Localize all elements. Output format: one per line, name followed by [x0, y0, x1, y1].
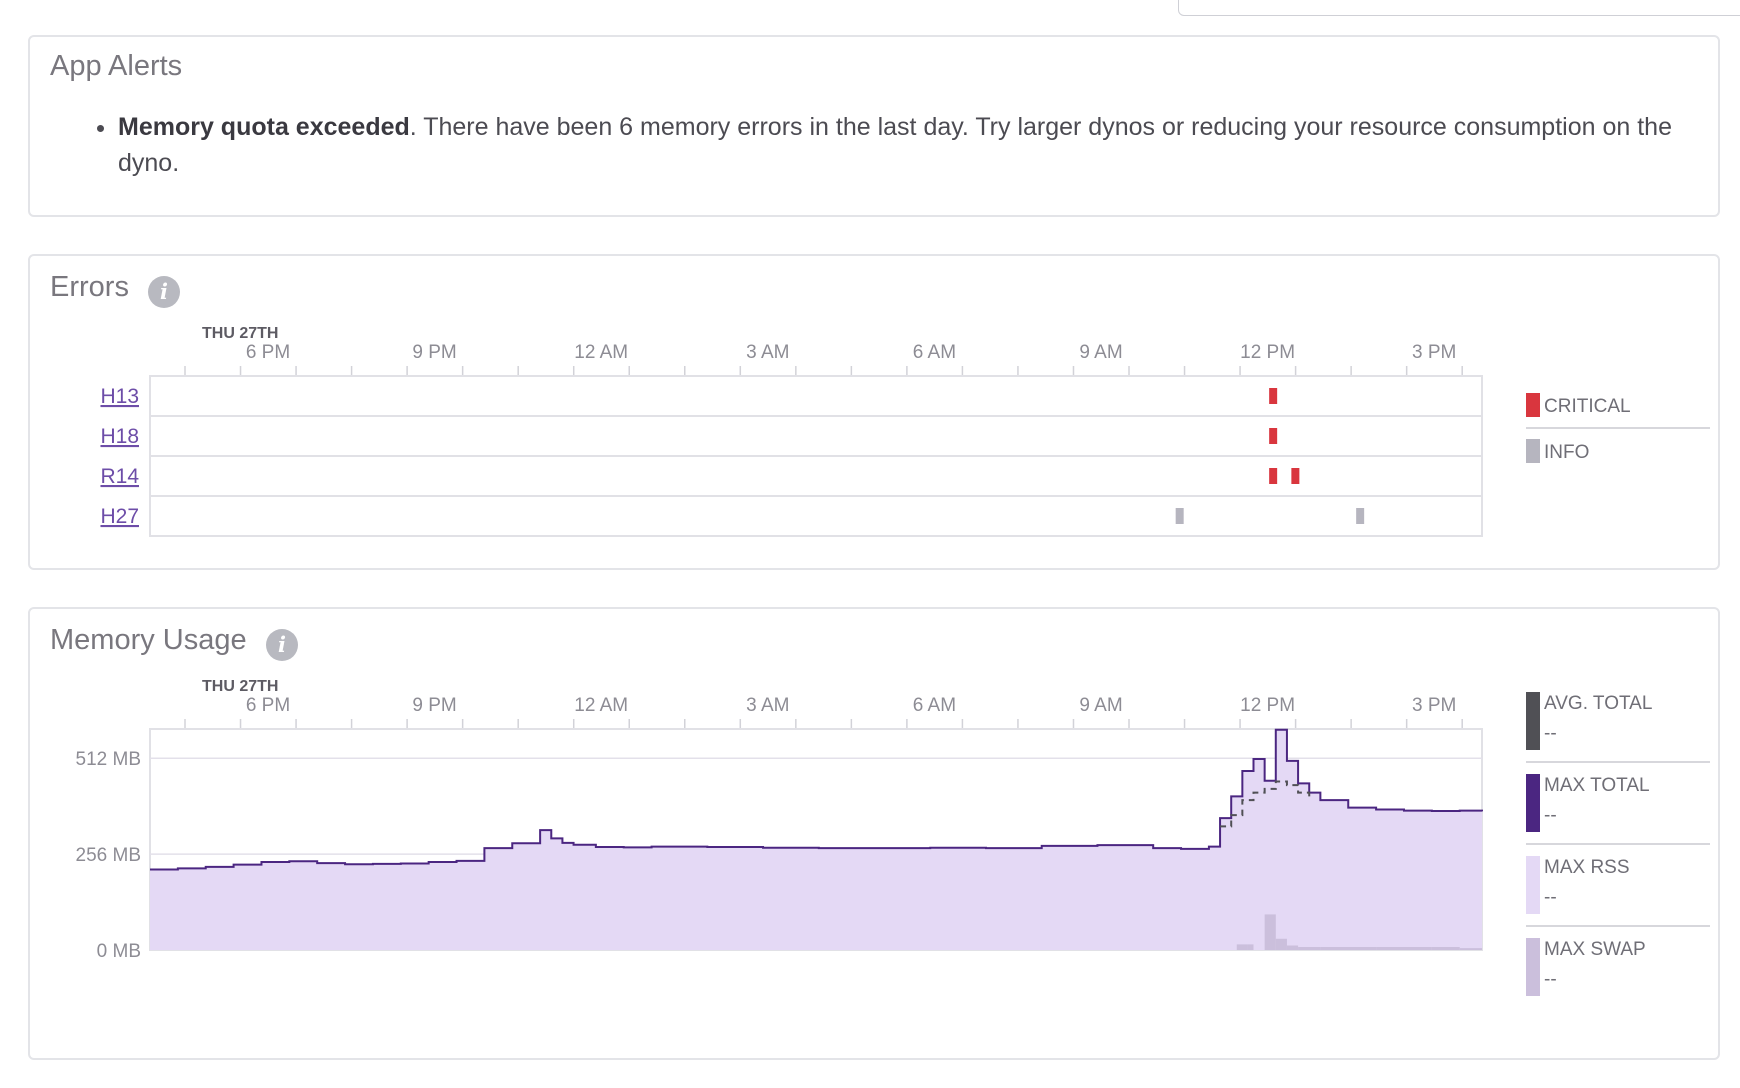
memory-line-avg-total — [1220, 780, 1311, 828]
time-tick-label: 6 PM — [246, 342, 290, 363]
memory-swap-bar — [1376, 947, 1432, 950]
app-alerts-title: App Alerts — [50, 50, 183, 82]
legend-label: AVG. TOTAL — [1544, 693, 1652, 714]
time-tick-label: 12 AM — [574, 342, 628, 363]
errors-chart: THU 27TH 6 PM 9 PM 12 AM 3 AM 6 AM 9 AM 12 PM 3… — [100, 325, 1710, 537]
memory-chart: THU 27TH 6 PM 9 PM 12 AM 3 AM 6 AM 9 AM 12 PM 3… — [76, 678, 1710, 996]
legend-value: -- — [1544, 805, 1557, 826]
y-axis-label: 0 MB — [97, 941, 141, 962]
memory-swap-bar — [1431, 947, 1460, 950]
time-tick-label: 9 PM — [412, 342, 456, 363]
legend-label: MAX RSS — [1544, 857, 1630, 878]
errors-title: Errors — [50, 271, 129, 303]
error-row — [149, 495, 1483, 537]
memory-usage-title: Memory Usage — [50, 624, 247, 656]
time-tick-label: 3 PM — [1412, 342, 1456, 363]
memory-swap-bar — [1264, 914, 1276, 950]
error-code-link[interactable]: H18 — [100, 425, 139, 448]
error-event-mark[interactable] — [1291, 468, 1300, 484]
y-axis-label: 512 MB — [76, 749, 141, 770]
error-event-mark[interactable] — [1269, 428, 1278, 444]
error-code-link[interactable]: H13 — [100, 385, 139, 408]
legend-swatch — [1526, 938, 1540, 996]
time-tick-label: 3 PM — [1412, 695, 1456, 716]
legend-label: MAX SWAP — [1544, 939, 1646, 960]
error-row — [149, 415, 1483, 457]
error-row — [149, 375, 1483, 417]
error-code-link[interactable]: R14 — [100, 465, 139, 488]
legend-swatch — [1526, 856, 1540, 914]
memory-swap-bar — [1298, 947, 1321, 950]
error-event-mark[interactable] — [1175, 508, 1184, 524]
top-select-box[interactable] — [1178, 0, 1740, 16]
legend-swatch — [1526, 774, 1540, 832]
memory-area-max-rss — [150, 729, 1482, 950]
alert-headline: Memory quota exceeded — [118, 113, 410, 141]
legend-swatch — [1526, 439, 1540, 463]
memory-usage-panel: Memory Usage i THU 27TH 6 PM 9 PM 12 AM 3 A… — [28, 607, 1720, 1060]
error-event-mark[interactable] — [1269, 388, 1278, 404]
error-event-mark[interactable] — [1356, 508, 1365, 524]
info-icon[interactable]: i — [148, 276, 180, 308]
alert-description: . There have been 6 memory errors in the… — [118, 113, 1672, 177]
time-tick-label: 6 AM — [913, 342, 956, 363]
memory-swap-bar — [1236, 944, 1248, 950]
time-tick-label: 9 AM — [1079, 342, 1122, 363]
time-tick-label: 12 AM — [574, 695, 628, 716]
y-axis-label: 256 MB — [76, 845, 141, 866]
legend-value: -- — [1544, 969, 1557, 990]
memory-swap-bar — [1286, 945, 1299, 950]
errors-panel: Errors i THU 27TH 6 PM 9 PM 12 AM 3 AM 6 AM 9… — [28, 254, 1720, 570]
legend-value: -- — [1544, 723, 1557, 744]
time-tick-label: 6 AM — [913, 695, 956, 716]
time-tick-label: 9 PM — [412, 695, 456, 716]
error-event-mark[interactable] — [1269, 468, 1278, 484]
memory-swap-bar — [1275, 938, 1287, 950]
errors-date-label: THU 27TH — [202, 325, 278, 342]
legend-swatch — [1526, 393, 1540, 417]
legend-label: INFO — [1544, 442, 1589, 463]
legend-value: -- — [1544, 887, 1557, 908]
memory-swap-bar — [1247, 944, 1254, 950]
memory-date-label: THU 27TH — [202, 678, 278, 695]
info-icon[interactable]: i — [266, 629, 298, 661]
time-tick-label: 9 AM — [1079, 695, 1122, 716]
alert-list: Memory quota exceeded. There have been 6… — [70, 109, 1738, 181]
memory-swap-bar — [1320, 947, 1377, 950]
error-code-link[interactable]: H27 — [100, 505, 139, 528]
memory-swap-bar — [1459, 948, 1482, 950]
time-tick-label: 3 AM — [746, 342, 789, 363]
time-tick-label: 12 PM — [1240, 342, 1295, 363]
memory-line-max-total — [150, 728, 1483, 871]
error-row — [149, 455, 1483, 497]
time-tick-label: 3 AM — [746, 695, 789, 716]
legend-label: MAX TOTAL — [1544, 775, 1650, 796]
time-tick-label: 12 PM — [1240, 695, 1295, 716]
time-tick-label: 6 PM — [246, 695, 290, 716]
app-alerts-panel: App Alerts Memory quota exceeded. There … — [28, 35, 1720, 217]
legend-swatch — [1526, 692, 1540, 750]
legend-label: CRITICAL — [1544, 396, 1631, 417]
alert-item: Memory quota exceeded. There have been 6… — [118, 109, 1738, 181]
